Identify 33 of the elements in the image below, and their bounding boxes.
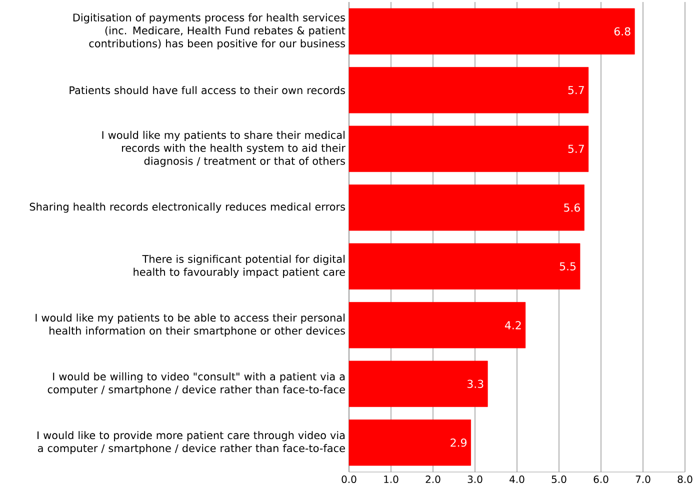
x-tick-label: 6.0	[594, 476, 608, 484]
data-label: 5.6	[564, 203, 580, 212]
data-label: 5.7	[568, 86, 584, 94]
bar	[348, 67, 589, 114]
y-tick-label: There is significant potential for digital health to favourably impact patient care	[134, 254, 345, 278]
bar	[348, 8, 635, 54]
bar	[348, 243, 580, 290]
x-tick-label: 7.0	[636, 476, 650, 484]
data-label: 4.2	[504, 321, 521, 330]
y-tick-label: I would be willing to video "consult" with a patient via a computer / smartphone / device rather than face-to-face	[48, 372, 345, 396]
x-tick-label: 4.0	[510, 476, 524, 484]
x-tick-label: 3.0	[468, 476, 482, 484]
y-tick-label: Patients should have full access to their own records	[70, 86, 345, 94]
y-tick-label: I would like to provide more patient care through video via a computer / smartphone / device rather than face-to-face	[38, 431, 345, 454]
x-tick-label: 8.0	[678, 476, 692, 484]
x-tick-label: 0.0	[342, 476, 356, 484]
bar	[348, 126, 589, 172]
data-label: 5.7	[568, 144, 584, 153]
y-tick-label: I would like my patients to be able to access their personal health information on their smartphone or other devices	[36, 314, 345, 337]
y-tick-label: Digitisation of payments process for health services (inc. Medicare, Health Fund rebates & patient contributions) has been positive for our business	[73, 13, 346, 50]
x-tick-label: 5.0	[552, 476, 566, 484]
bar	[348, 302, 526, 348]
bar	[348, 184, 584, 231]
bar	[348, 360, 488, 407]
data-label: 6.8	[614, 27, 630, 36]
data-label: 3.3	[467, 380, 484, 388]
y-tick-label: Sharing health records electronically reduces medical errors	[30, 202, 345, 213]
bar	[348, 420, 471, 466]
data-label: 2.9	[450, 438, 467, 447]
data-label: 5.5	[560, 262, 576, 270]
y-tick-label: I would like my patients to share their medical records with the health system to aid their diagnosis / treatment or that of others	[102, 130, 346, 167]
x-tick-label: 2.0	[426, 476, 440, 484]
x-tick-label: 1.0	[384, 476, 398, 484]
